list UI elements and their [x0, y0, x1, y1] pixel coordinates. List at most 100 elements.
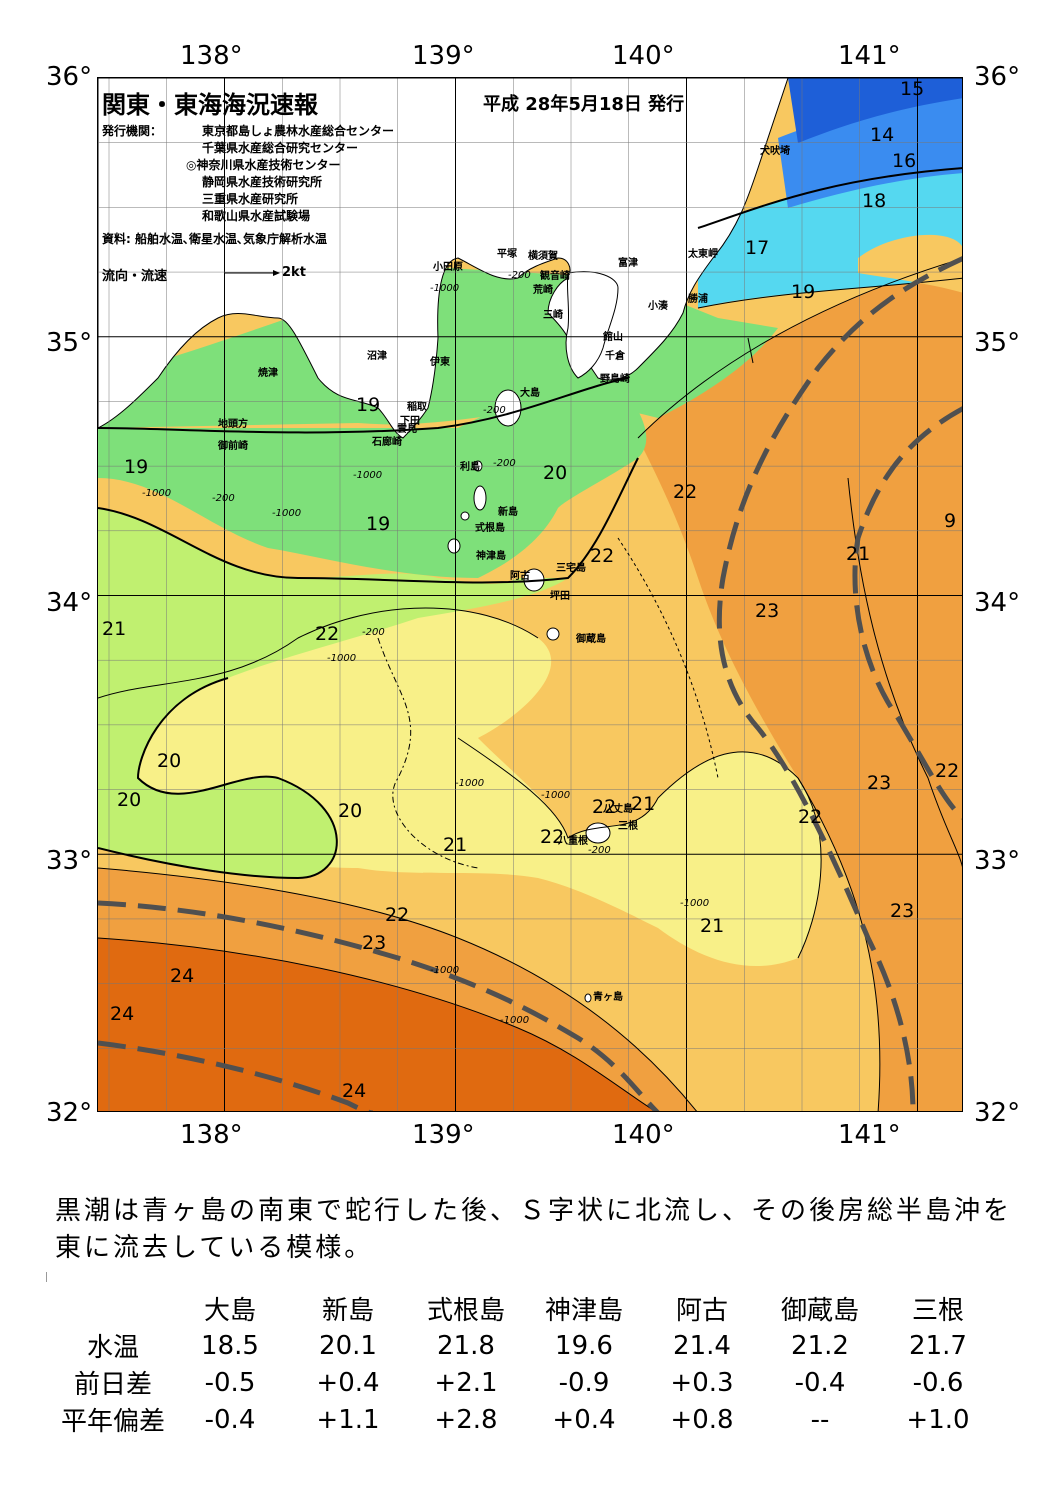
depth-label: -200 — [212, 493, 235, 504]
col-header: 阿古 — [675, 1296, 728, 1326]
col-header: 大島 — [203, 1296, 256, 1326]
island-mikurajima — [546, 627, 560, 641]
lon-tick-138-top: 138° — [180, 41, 243, 71]
depth-label: -1000 — [142, 488, 172, 499]
zone-18-eddy — [858, 234, 962, 293]
table-cell: 21.2 — [791, 1330, 849, 1361]
isotherm-label: 18 — [862, 190, 887, 212]
isotherm-label: 22 — [592, 796, 617, 818]
depth-label: -1000 — [680, 898, 710, 909]
lat-tick-34-left: 34° — [46, 588, 93, 618]
place-label: 犬吠埼 — [760, 146, 790, 157]
land-kanto-tokai — [98, 78, 789, 439]
depth-label: -1000 — [455, 778, 485, 789]
zone-16 — [778, 88, 962, 208]
place-label: 青ヶ島 — [593, 992, 623, 1003]
place-label: 小湊 — [648, 301, 668, 312]
place-label: 沼津 — [367, 351, 387, 362]
place-label: 横須賀 — [528, 251, 558, 262]
table-cell: 21.8 — [437, 1330, 495, 1361]
lat-tick-32-right: 32° — [974, 1098, 1021, 1128]
place-label: 地頭方 — [218, 419, 248, 430]
isotherm-label: 20 — [157, 750, 182, 772]
legend-label: 流向・流速 — [102, 269, 168, 284]
place-label: 新島 — [498, 507, 518, 518]
table-cell: 19.6 — [555, 1330, 613, 1361]
isotherm-lines — [98, 167, 962, 1111]
zone-19 — [98, 378, 647, 578]
isotherm-label: 22 — [935, 760, 960, 782]
table-cell: +0.4 — [552, 1404, 616, 1435]
depth-label: -200 — [508, 270, 531, 281]
place-label: 坪田 — [550, 591, 570, 602]
map-canvas — [98, 78, 962, 1111]
isotherm-label: 23 — [890, 900, 915, 922]
col-header: 御蔵島 — [780, 1296, 859, 1326]
lat-tick-33-right: 33° — [974, 846, 1021, 876]
table-cell: 18.5 — [201, 1330, 259, 1361]
table-cell: -0.4 — [794, 1367, 846, 1398]
depth-label: -1000 — [500, 1015, 530, 1026]
depth-label: -1000 — [327, 653, 357, 664]
lon-tick-140-bottom: 140° — [612, 1120, 675, 1150]
isotherm-label: 16 — [892, 150, 917, 172]
legend-scale: 2kt — [282, 265, 306, 280]
table-cell: -0.5 — [204, 1367, 256, 1398]
kuroshio-axis — [98, 256, 962, 1111]
isotherm-label: 22 — [673, 481, 698, 503]
table-row: 前日差 -0.5 +0.4 +2.1 -0.9 +0.3 -0.4 -0.6 — [55, 1364, 997, 1401]
row-header: 前日差 — [73, 1370, 152, 1400]
table-corner — [55, 1290, 171, 1327]
place-label: 下田 — [400, 416, 420, 427]
lon-tick-141-bottom: 141° — [838, 1120, 901, 1150]
place-label: 荒崎 — [533, 285, 553, 296]
legend-arrow-icon — [225, 270, 280, 276]
place-label: 小田原 — [433, 262, 463, 273]
place-label: 八丈島 — [603, 804, 633, 815]
table-cell: -- — [810, 1404, 830, 1435]
table-cell: 20.1 — [319, 1330, 377, 1361]
lon-tick-138-bottom: 138° — [180, 1120, 243, 1150]
depth-label: -200 — [588, 845, 611, 856]
place-label: 勝浦 — [688, 294, 708, 305]
depth-label: -200 — [483, 405, 506, 416]
place-label: 三崎 — [543, 310, 563, 321]
lat-lon-grid — [98, 78, 962, 1111]
map-title: 関東・東海海況速報 — [102, 91, 318, 119]
depth-label: -1000 — [353, 470, 383, 481]
isotherm-label: 22 — [315, 623, 340, 645]
isotherm-label: 21 — [846, 543, 871, 565]
isotherm-label: 24 — [170, 965, 195, 987]
table-cell: -0.9 — [558, 1367, 610, 1398]
table-cell: 21.4 — [673, 1330, 731, 1361]
place-label: 館山 — [603, 332, 623, 343]
island-kozushima — [447, 538, 461, 554]
place-label: 三根 — [618, 821, 638, 832]
table-cell: -0.6 — [912, 1367, 964, 1398]
place-label: 大島 — [520, 388, 540, 399]
island-shikinejima — [460, 511, 470, 521]
isotherm-label: 22 — [798, 806, 823, 828]
isotherm-label: 15 — [900, 78, 925, 100]
isotherm-label: 21 — [102, 618, 127, 640]
zone-21 — [98, 608, 822, 967]
table-cell: +2.8 — [434, 1404, 498, 1435]
col-header: 神津島 — [544, 1296, 623, 1326]
island-oshima — [494, 389, 522, 427]
lat-tick-35-right: 35° — [974, 328, 1021, 358]
isotherm-label: 19 — [124, 456, 149, 478]
depth-label: -1000 — [430, 283, 460, 294]
lat-tick-33-left: 33° — [46, 846, 93, 876]
data-source: 資料: 船舶水温､衛星水温､気象庁解析水温 — [102, 232, 327, 246]
place-label: 伊東 — [430, 357, 450, 368]
place-label: 野島崎 — [600, 374, 630, 385]
lon-tick-140-top: 140° — [612, 41, 675, 71]
depth-label: -1000 — [541, 790, 571, 801]
lat-tick-36-right: 36° — [974, 62, 1021, 92]
place-label: 焼津 — [258, 368, 278, 379]
table-cell: +0.3 — [670, 1367, 734, 1398]
table-row: 水温 18.5 20.1 21.8 19.6 21.4 21.2 21.7 — [55, 1327, 997, 1364]
isotherm-label: 23 — [362, 932, 387, 954]
isotherm-label: 20 — [543, 462, 568, 484]
place-label: 稲取 — [407, 402, 427, 413]
